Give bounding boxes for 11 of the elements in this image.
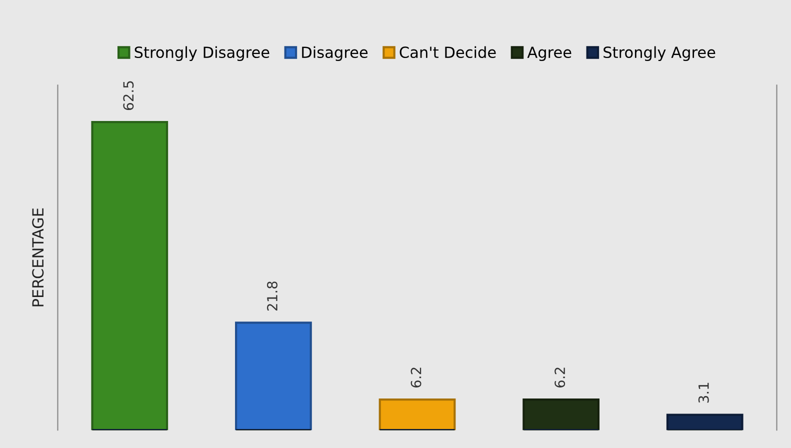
data-label: 3.1 <box>698 382 709 403</box>
data-label: 6.2 <box>410 368 422 388</box>
legend-label: Agree <box>527 46 572 62</box>
legend-label: Strongly Agree <box>604 46 716 62</box>
data-label: 6.2 <box>554 368 566 388</box>
y-axis-title: PERCENTAGE <box>32 208 44 306</box>
legend-label: Disagree <box>302 46 368 62</box>
data-label: 21.8 <box>266 282 278 311</box>
data-label: 62.5 <box>123 81 134 110</box>
legend-label: Strongly Disagree <box>134 46 270 62</box>
legend-label: Can't Decide <box>400 46 496 58</box>
